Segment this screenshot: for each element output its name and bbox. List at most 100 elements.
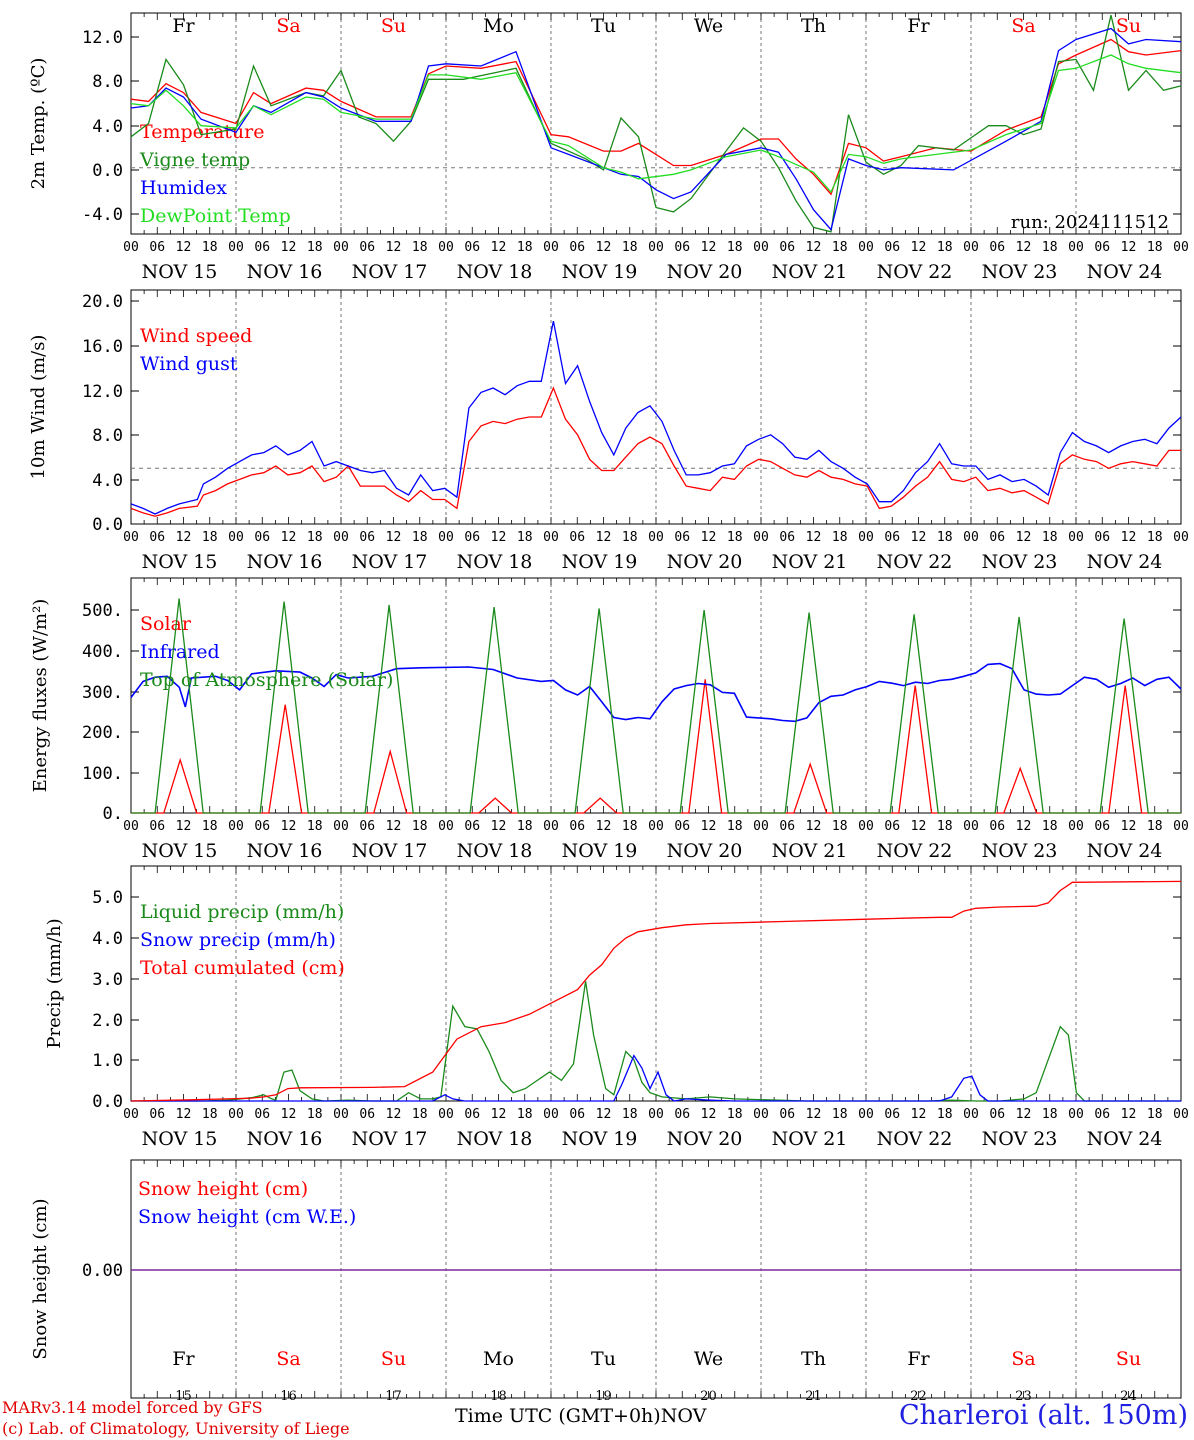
hour-tick-label: 00	[753, 530, 769, 545]
legend-label: DewPoint Temp	[140, 205, 291, 227]
date-label: NOV 15	[142, 261, 218, 283]
legend-label: Snow precip (mm/h)	[140, 929, 336, 951]
date-label: NOV 23	[982, 840, 1058, 862]
date-label: NOV 15	[142, 1128, 218, 1150]
series-line-1	[130, 320, 1182, 515]
hour-tick-label: 18	[832, 1107, 848, 1122]
y-tick-label: 400.	[82, 642, 123, 662]
hour-tick-label: 12	[176, 240, 192, 255]
hour-tick-label: 00	[963, 819, 979, 834]
hour-tick-label: 00	[858, 530, 874, 545]
hour-tick-label: 06	[464, 240, 480, 255]
day-number-label: 17	[385, 1389, 402, 1404]
y-tick-label: 0.	[103, 804, 123, 824]
series-line-1	[131, 1054, 1181, 1102]
hour-tick-label: 12	[1016, 530, 1032, 545]
series-line-0	[130, 386, 1181, 517]
hour-tick-label: 00	[858, 819, 874, 834]
date-label: NOV 21	[772, 1128, 848, 1150]
series-line-2	[131, 598, 1181, 814]
credit-line-2: (c) Lab. of Climatology, University of L…	[2, 1419, 350, 1438]
legend-label: Infrared	[140, 641, 220, 663]
weekday-label: Mo	[483, 1348, 514, 1370]
hour-tick-label: 00	[1068, 240, 1084, 255]
run-annotation: run: 2024111512	[1011, 212, 1169, 233]
hour-tick-label: 18	[727, 240, 743, 255]
series-line-3	[130, 54, 1182, 194]
hour-tick-label: 12	[806, 240, 822, 255]
hour-tick-label: 12	[176, 819, 192, 834]
weekday-label: Fr	[172, 15, 195, 37]
date-label: NOV 21	[772, 840, 848, 862]
date-label: NOV 18	[457, 840, 533, 862]
hour-tick-label: 06	[464, 1107, 480, 1122]
legend-label: Wind gust	[140, 353, 238, 375]
hour-tick-label: 00	[228, 240, 244, 255]
date-label: NOV 24	[1087, 840, 1163, 862]
date-label: NOV 18	[457, 261, 533, 283]
hour-tick-label: 18	[1147, 530, 1163, 545]
hour-tick-label: 12	[386, 240, 402, 255]
hour-tick-label: 00	[858, 1107, 874, 1122]
hour-tick-label: 06	[1094, 530, 1110, 545]
y-tick-label: 0.0	[92, 1092, 123, 1112]
hour-tick-label: 18	[517, 819, 533, 834]
hour-tick-label: 00	[858, 240, 874, 255]
hour-tick-label: 00	[753, 1107, 769, 1122]
hour-tick-label: 00	[333, 819, 349, 834]
x-axis-month: NOV	[660, 1405, 707, 1427]
hour-tick-label: 00	[438, 1107, 454, 1122]
hour-tick-label: 06	[359, 1107, 375, 1122]
series-line-0	[130, 38, 1182, 196]
day-number-label: 22	[910, 1389, 927, 1404]
x-axis-label: Time UTC (GMT+0h)NOV	[455, 1405, 706, 1427]
hour-tick-label: 00	[963, 530, 979, 545]
hour-tick-label: 12	[911, 819, 927, 834]
hour-tick-label: 18	[622, 240, 638, 255]
hour-tick-label: 00	[1173, 530, 1189, 545]
date-label: NOV 17	[352, 261, 428, 283]
weekday-label: Fr	[172, 1348, 195, 1370]
weekday-label: Sa	[276, 1348, 300, 1370]
hour-tick-label: 00	[1068, 819, 1084, 834]
hour-tick-label: 18	[1147, 240, 1163, 255]
hour-tick-label: 12	[491, 240, 507, 255]
y-tick-label: 2.0	[92, 1011, 123, 1031]
hour-tick-label: 12	[1016, 1107, 1032, 1122]
hour-tick-label: 00	[228, 1107, 244, 1122]
hour-tick-label: 06	[359, 530, 375, 545]
hour-tick-label: 06	[359, 819, 375, 834]
y-axis-title: Precip (mm/h)	[44, 918, 65, 1048]
hour-tick-label: 12	[281, 819, 297, 834]
hour-tick-label: 12	[1121, 240, 1137, 255]
hour-tick-label: 06	[989, 240, 1005, 255]
date-label: NOV 20	[667, 551, 743, 573]
hour-tick-label: 06	[884, 1107, 900, 1122]
hour-tick-label: 06	[254, 1107, 270, 1122]
hour-tick-label: 18	[412, 240, 428, 255]
legend-label: Temperature	[140, 121, 264, 143]
date-label: NOV 22	[877, 840, 953, 862]
hour-tick-label: 18	[307, 240, 323, 255]
hour-tick-label: 18	[832, 240, 848, 255]
day-number-label: 18	[490, 1389, 507, 1404]
weekday-label: Su	[1116, 15, 1141, 37]
hour-tick-label: 18	[727, 530, 743, 545]
hour-tick-label: 18	[412, 530, 428, 545]
hour-tick-label: 12	[806, 1107, 822, 1122]
weekday-label: Su	[1116, 1348, 1141, 1370]
hour-tick-label: 18	[937, 819, 953, 834]
hour-tick-label: 00	[228, 819, 244, 834]
hour-tick-label: 00	[1173, 819, 1189, 834]
hour-tick-label: 06	[149, 240, 165, 255]
hour-tick-label: 12	[491, 530, 507, 545]
hour-tick-label: 18	[202, 530, 218, 545]
date-label: NOV 19	[562, 840, 638, 862]
date-label: NOV 17	[352, 551, 428, 573]
y-tick-label: 4.0	[92, 117, 123, 137]
weekday-label: Tu	[591, 15, 616, 37]
date-label: NOV 17	[352, 1128, 428, 1150]
hour-tick-label: 06	[779, 819, 795, 834]
hour-tick-label: 18	[517, 530, 533, 545]
legend-label: Snow height (cm)	[138, 1178, 308, 1200]
